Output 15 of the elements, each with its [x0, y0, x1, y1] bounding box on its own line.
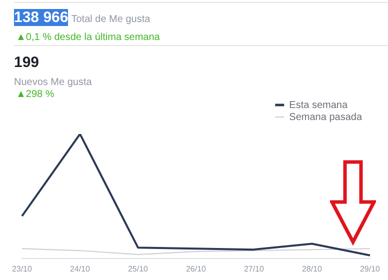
text: ▲0,1 % desde la última semana [16, 32, 160, 43]
x-tick-label: 23/10 [12, 264, 33, 274]
text: 199 [14, 54, 40, 71]
x-tick-label: 27/10 [244, 264, 265, 274]
legend-label: Semana pasada [289, 112, 362, 123]
text: Total de Me gusta [71, 14, 150, 25]
x-tick-label: 26/10 [186, 264, 207, 274]
legend-label: Esta semana [289, 100, 348, 111]
x-tick-label: 25/10 [128, 264, 149, 274]
x-tick-label: 28/10 [302, 264, 323, 274]
text: 138 966 [14, 9, 68, 26]
x-tick-label: 29/10 [360, 264, 381, 274]
text: Nuevos Me gusta [14, 77, 92, 88]
text: ▲298 % [16, 89, 54, 100]
x-tick-label: 24/10 [70, 264, 91, 274]
